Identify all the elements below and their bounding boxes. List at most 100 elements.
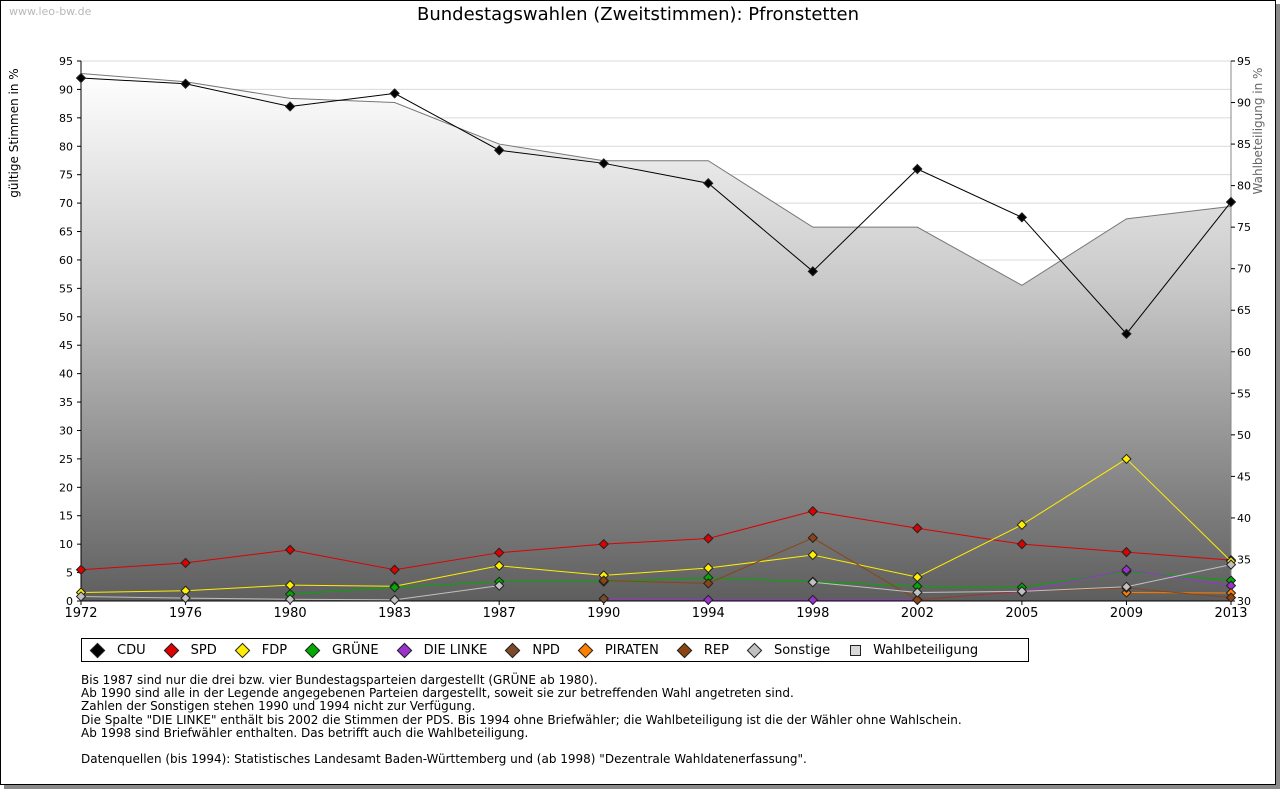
x-tick-label: 1983 (378, 606, 411, 621)
x-tick-label: 1972 (64, 606, 97, 621)
y2-tick-label: 40 (1237, 512, 1251, 525)
data-point (389, 594, 400, 606)
chart-title: Bundestagswahlen (Zweitstimmen): Pfronst… (416, 4, 860, 25)
turnout-area-fill (81, 73, 1231, 601)
legend-marker (234, 642, 250, 658)
y-tick-label: 30 (59, 424, 73, 437)
legend-label: Sonstige (773, 642, 831, 658)
legend-marker (577, 642, 594, 658)
axes: 0 5 10 15 20 25 30 35 40 45 50 55 60 65 70 75 80 85 90 95 30… (59, 55, 1251, 621)
y-tick-label: 55 (59, 282, 73, 295)
data-point (912, 594, 923, 606)
y-tick-label: 15 (59, 510, 73, 523)
y-tick-label: 85 (59, 112, 73, 125)
series-line (80, 77, 1232, 335)
data-point (75, 72, 87, 84)
data-point (912, 163, 923, 175)
data-point (1016, 519, 1028, 531)
data-point (807, 577, 819, 588)
data-point (284, 594, 296, 605)
y2-tick-label: 95 (1237, 55, 1251, 68)
data-point (703, 178, 714, 189)
data-point (703, 533, 714, 544)
series-line (290, 570, 1232, 595)
y-tick-label: 20 (59, 481, 73, 494)
legend-marker (89, 642, 106, 658)
data-point (493, 547, 505, 558)
data-point (493, 580, 505, 591)
legend-label: GRÜNE (332, 642, 379, 658)
y-tick-label: 95 (59, 55, 73, 68)
x-tick-label: 2002 (901, 606, 934, 621)
legend-item: CDU (89, 642, 146, 658)
legend-label: FDP (261, 642, 288, 658)
y-tick-label: 70 (59, 197, 73, 210)
series-cdu (75, 72, 1237, 340)
x-tick-label: 1998 (796, 606, 829, 621)
legend-item: Wahlbeteiligung (850, 643, 978, 658)
x-tick-label: 2009 (1110, 606, 1143, 621)
data-point (389, 564, 400, 575)
data-point (807, 266, 819, 277)
data-point (1225, 592, 1237, 603)
x-tick-label: 1994 (692, 606, 725, 621)
legend-item: SPD (163, 642, 217, 658)
data-point (598, 575, 609, 586)
turnout-line (80, 72, 1232, 286)
data-point (703, 578, 714, 589)
data-point (807, 532, 819, 544)
series-lines (75, 72, 1237, 606)
legend-marker (746, 642, 763, 658)
chart-legend: CDU SPD FDP GRÜNE DIE LINKE NPD PIRATEN REP Sons… (81, 638, 1029, 662)
legend-item: NPD (505, 642, 560, 658)
x-tick-label: 1976 (169, 606, 202, 621)
y2-tick-label: 45 (1237, 470, 1251, 483)
data-point (493, 560, 505, 571)
data-point (389, 582, 400, 593)
y-tick-label: 75 (59, 169, 73, 182)
y2-tick-label: 65 (1237, 304, 1251, 317)
legend-label: REP (703, 642, 729, 658)
y2-tick-label: 60 (1237, 346, 1251, 359)
source-note: Datenquellen (bis 1994): Statistisches L… (81, 752, 807, 767)
data-point (598, 538, 609, 550)
chart-notes: Bis 1987 sind nur die drei bzw. vier Bun… (81, 673, 962, 767)
y2-tick-label: 50 (1237, 429, 1251, 442)
series-sonstige (75, 559, 1237, 606)
legend-label: CDU (117, 642, 146, 658)
data-point (284, 101, 296, 112)
data-point (180, 592, 191, 604)
y-tick-label: 65 (59, 226, 73, 239)
legend-marker (676, 642, 693, 658)
legend-item: FDP (234, 642, 288, 658)
x-tick-label: 1980 (274, 606, 307, 621)
chart-plot: 0 5 10 15 20 25 30 35 40 45 50 55 60 65 70 75 80 85 90 95 30… (7, 55, 1265, 621)
y2-tick-label: 35 (1237, 553, 1251, 566)
y2-axis-label: Wahlbeteiligung in % (1251, 68, 1265, 195)
legend-label: PIRATEN (604, 642, 659, 658)
y-tick-label: 25 (59, 453, 73, 466)
note-line: Ab 1990 sind alle in der Legende angegeb… (81, 686, 794, 701)
data-point (1121, 581, 1132, 592)
y-tick-label: 90 (59, 83, 73, 96)
data-point (807, 594, 819, 606)
x-tick-label: 2005 (1005, 606, 1038, 621)
y-tick-label: 40 (59, 368, 73, 381)
note-line: Zahlen der Sonstigen stehen 1990 und 199… (81, 699, 476, 714)
y2-tick-label: 80 (1237, 180, 1251, 193)
legend-item: PIRATEN (577, 642, 659, 658)
data-point (284, 544, 296, 556)
data-point (1016, 586, 1028, 597)
legend-item: REP (676, 642, 729, 658)
note-line: Ab 1998 sind Briefwähler enthalten. Das … (81, 725, 529, 740)
series-npd (598, 593, 609, 604)
data-point (1121, 328, 1132, 340)
data-point (598, 593, 609, 604)
legend-marker (163, 642, 179, 658)
data-point (180, 557, 191, 569)
y2-tick-label: 75 (1237, 221, 1251, 234)
data-point (1016, 538, 1028, 550)
legend-label: DIE LINKE (423, 642, 488, 658)
data-point (912, 523, 923, 534)
legend-marker (850, 644, 862, 656)
